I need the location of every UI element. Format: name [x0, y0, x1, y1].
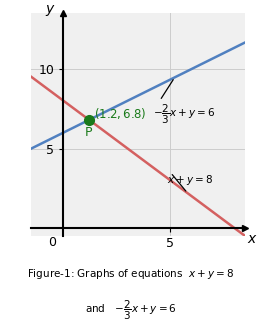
Text: $y$: $y$	[45, 3, 56, 18]
Text: P: P	[85, 126, 92, 139]
Text: $x$: $x$	[247, 232, 258, 246]
Text: and   $-\dfrac{2}{3}x + y = 6$: and $-\dfrac{2}{3}x + y = 6$	[85, 298, 176, 322]
Text: Figure-1: Graphs of equations  $x + y = 8$: Figure-1: Graphs of equations $x + y = 8…	[27, 267, 234, 281]
Text: $x + y = 8$: $x + y = 8$	[167, 173, 213, 187]
Text: $-\dfrac{2}{3}x + y = 6$: $-\dfrac{2}{3}x + y = 6$	[153, 102, 216, 126]
Text: $(1.2, 6.8)$: $(1.2, 6.8)$	[94, 106, 147, 121]
Text: 0: 0	[48, 236, 56, 249]
